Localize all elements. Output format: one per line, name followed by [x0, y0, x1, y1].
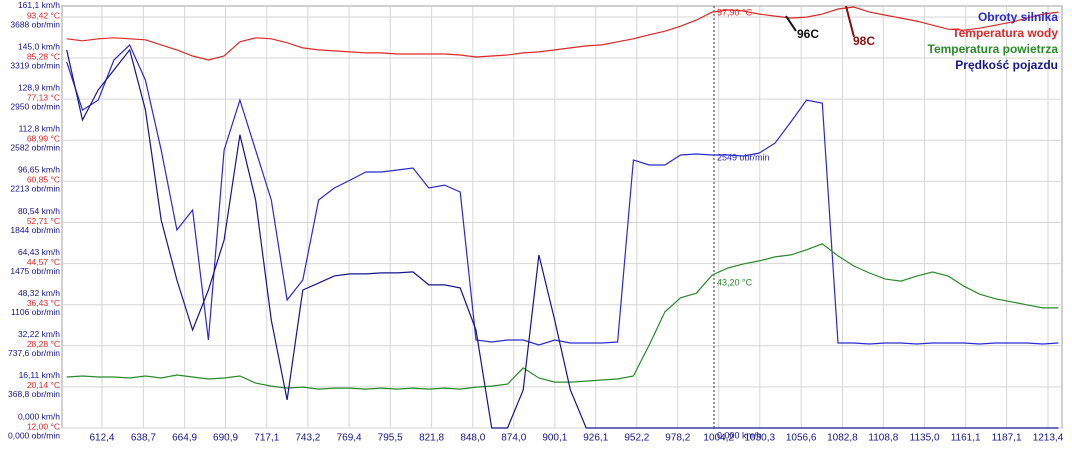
- y-tick-label: 145,0 km/h: [18, 41, 60, 51]
- y3-tick-label: 1106 obr/min: [11, 307, 60, 317]
- y-tick-label: 16,11 km/h: [19, 370, 61, 380]
- y2-tick-label: 85,28 °C: [27, 51, 60, 61]
- y-tick-label: 112,8 km/h: [19, 123, 61, 133]
- y2-tick-label: 93,42 °C: [27, 10, 60, 20]
- y3-tick-label: 737,6 obr/min: [8, 348, 60, 358]
- x-tick-label: 743,2: [295, 433, 320, 444]
- series-line: [66, 243, 1059, 390]
- x-tick-label: 1213,4: [1033, 433, 1064, 444]
- x-tick-label: 874,0: [501, 433, 526, 444]
- x-tick-label: 848,0: [460, 433, 485, 444]
- y-tick-label: 128,9 km/h: [18, 82, 60, 92]
- x-tick-label: 638,7: [131, 433, 156, 444]
- legend-entry: Temperatura wody: [952, 26, 1058, 40]
- y2-tick-label: 60,85 °C: [27, 175, 60, 185]
- legend-entry: Temperatura powietrza: [928, 42, 1059, 56]
- annotation: 97,90 °C: [717, 7, 753, 17]
- y2-tick-label: 28,28 °C: [27, 339, 60, 349]
- x-tick-label: 769,4: [337, 433, 362, 444]
- y3-tick-label: 2582 obr/min: [10, 143, 60, 153]
- annotation: 2549 obr/min: [717, 152, 770, 162]
- x-tick-label: 1161,1: [951, 433, 981, 444]
- y3-tick-label: 2950 obr/min: [10, 102, 60, 112]
- x-tick-label: 1187,1: [992, 433, 1022, 444]
- y-tick-label: 96,65 km/h: [18, 165, 60, 175]
- annotation: 43,20 °C: [717, 277, 753, 287]
- y3-tick-label: 1844 obr/min: [10, 225, 60, 235]
- y3-tick-label: 368,8 obr/min: [8, 389, 60, 399]
- series-line: [66, 6, 1059, 61]
- y-tick-label: 32,22 km/h: [18, 329, 60, 339]
- y2-tick-label: 12,00 °C: [27, 421, 60, 431]
- annotation-leader: [785, 15, 797, 32]
- y-tick-label: 0,000 km/h: [18, 411, 60, 421]
- x-tick-label: 717,1: [254, 433, 279, 444]
- x-tick-label: 978,2: [665, 433, 690, 444]
- x-tick-label: 690,9: [213, 433, 238, 444]
- x-tick-label: 900,1: [542, 433, 567, 444]
- series-line: [66, 48, 1059, 429]
- y2-tick-label: 77,13 °C: [27, 92, 60, 102]
- x-tick-label: 1135,0: [910, 433, 940, 444]
- y3-tick-label: 3688 obr/min: [10, 19, 60, 29]
- y2-tick-label: 68,99 °C: [27, 134, 60, 144]
- annotation: 98C: [853, 34, 875, 48]
- y2-tick-label: 52,71 °C: [27, 216, 60, 226]
- x-tick-label: 821,8: [419, 433, 444, 444]
- y3-tick-label: 2213 obr/min: [10, 184, 60, 194]
- series-line: [66, 43, 1059, 346]
- x-tick-label: 1056,6: [786, 433, 817, 444]
- y3-tick-label: 0,000 obr/min: [8, 430, 60, 440]
- annotation-leader: [845, 5, 855, 38]
- y-tick-label: 161,1 km/h: [18, 0, 60, 10]
- legend-entry: Prędkość pojazdu: [955, 58, 1058, 72]
- x-tick-label: 1030,3: [744, 433, 775, 444]
- annotation: 96C: [797, 27, 819, 41]
- y3-tick-label: 3319 obr/min: [10, 60, 60, 70]
- legend-entry: Obroty silnika: [978, 10, 1058, 24]
- y3-tick-label: 1475 obr/min: [10, 266, 60, 276]
- y2-tick-label: 36,43 °C: [27, 298, 60, 308]
- x-tick-label: 612,4: [89, 433, 114, 444]
- x-tick-label: 1082,8: [827, 433, 858, 444]
- x-tick-label: 926,1: [583, 433, 608, 444]
- y-tick-label: 80,54 km/h: [18, 206, 60, 216]
- x-tick-label: 952,2: [624, 433, 649, 444]
- annotation: 0,000 km/h: [717, 430, 762, 440]
- x-tick-label: 795,5: [378, 433, 403, 444]
- x-tick-label: 1004,2: [703, 433, 734, 444]
- x-tick-label: 664,9: [172, 433, 197, 444]
- y2-tick-label: 44,57 °C: [27, 257, 60, 267]
- y-tick-label: 64,43 km/h: [18, 247, 60, 257]
- y2-tick-label: 20,14 °C: [27, 380, 60, 390]
- y-tick-label: 48,32 km/h: [18, 288, 60, 298]
- x-tick-label: 1108,8: [868, 433, 898, 444]
